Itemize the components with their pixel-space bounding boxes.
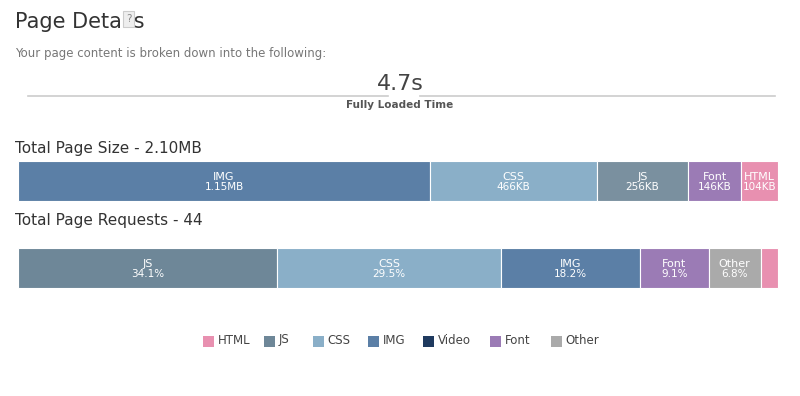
Text: 146KB: 146KB	[698, 182, 731, 192]
Text: HTML: HTML	[218, 333, 250, 346]
Bar	[597, 161, 689, 201]
Text: 6.8%: 6.8%	[722, 269, 748, 279]
Bar	[422, 335, 434, 346]
Text: CSS: CSS	[327, 333, 350, 346]
Bar	[741, 161, 778, 201]
Text: ?: ?	[126, 14, 131, 24]
Text: JS: JS	[278, 333, 290, 346]
Text: Total Page Size - 2.10MB: Total Page Size - 2.10MB	[15, 141, 202, 156]
Text: 18.2%: 18.2%	[554, 269, 587, 279]
Bar	[277, 248, 502, 288]
Text: IMG: IMG	[213, 172, 234, 182]
Bar	[640, 248, 709, 288]
Bar	[761, 248, 778, 288]
Text: JS: JS	[142, 259, 153, 269]
Bar	[550, 335, 562, 346]
Bar	[502, 248, 640, 288]
Text: 256KB: 256KB	[626, 182, 659, 192]
Bar	[367, 335, 378, 346]
Text: IMG: IMG	[560, 259, 582, 269]
Text: Your page content is broken down into the following:: Your page content is broken down into th…	[15, 47, 326, 60]
Text: Other: Other	[566, 333, 599, 346]
Bar	[313, 335, 323, 346]
Text: Video: Video	[438, 333, 470, 346]
Bar	[18, 161, 430, 201]
Text: JS: JS	[638, 172, 648, 182]
Text: Font: Font	[662, 259, 686, 269]
Text: Font: Font	[505, 333, 530, 346]
Text: CSS: CSS	[502, 172, 524, 182]
Text: 34.1%: 34.1%	[131, 269, 164, 279]
Bar	[709, 248, 761, 288]
Text: 1.15MB: 1.15MB	[204, 182, 243, 192]
Text: CSS: CSS	[378, 259, 400, 269]
Text: Font: Font	[702, 172, 726, 182]
Text: HTML: HTML	[744, 172, 775, 182]
Text: Total Page Requests - 44: Total Page Requests - 44	[15, 213, 202, 228]
Bar	[430, 161, 597, 201]
Text: 9.1%: 9.1%	[661, 269, 687, 279]
Bar	[18, 248, 277, 288]
Text: Fully Loaded Time: Fully Loaded Time	[346, 100, 454, 110]
Text: 466KB: 466KB	[497, 182, 530, 192]
Bar	[490, 335, 501, 346]
Text: Other: Other	[719, 259, 750, 269]
Text: 29.5%: 29.5%	[373, 269, 406, 279]
Bar	[689, 161, 741, 201]
Text: IMG: IMG	[382, 333, 405, 346]
Bar	[202, 335, 214, 346]
Text: 104KB: 104KB	[742, 182, 776, 192]
Bar	[263, 335, 274, 346]
Text: Page Details: Page Details	[15, 12, 145, 32]
Text: 4.7s: 4.7s	[377, 74, 423, 94]
